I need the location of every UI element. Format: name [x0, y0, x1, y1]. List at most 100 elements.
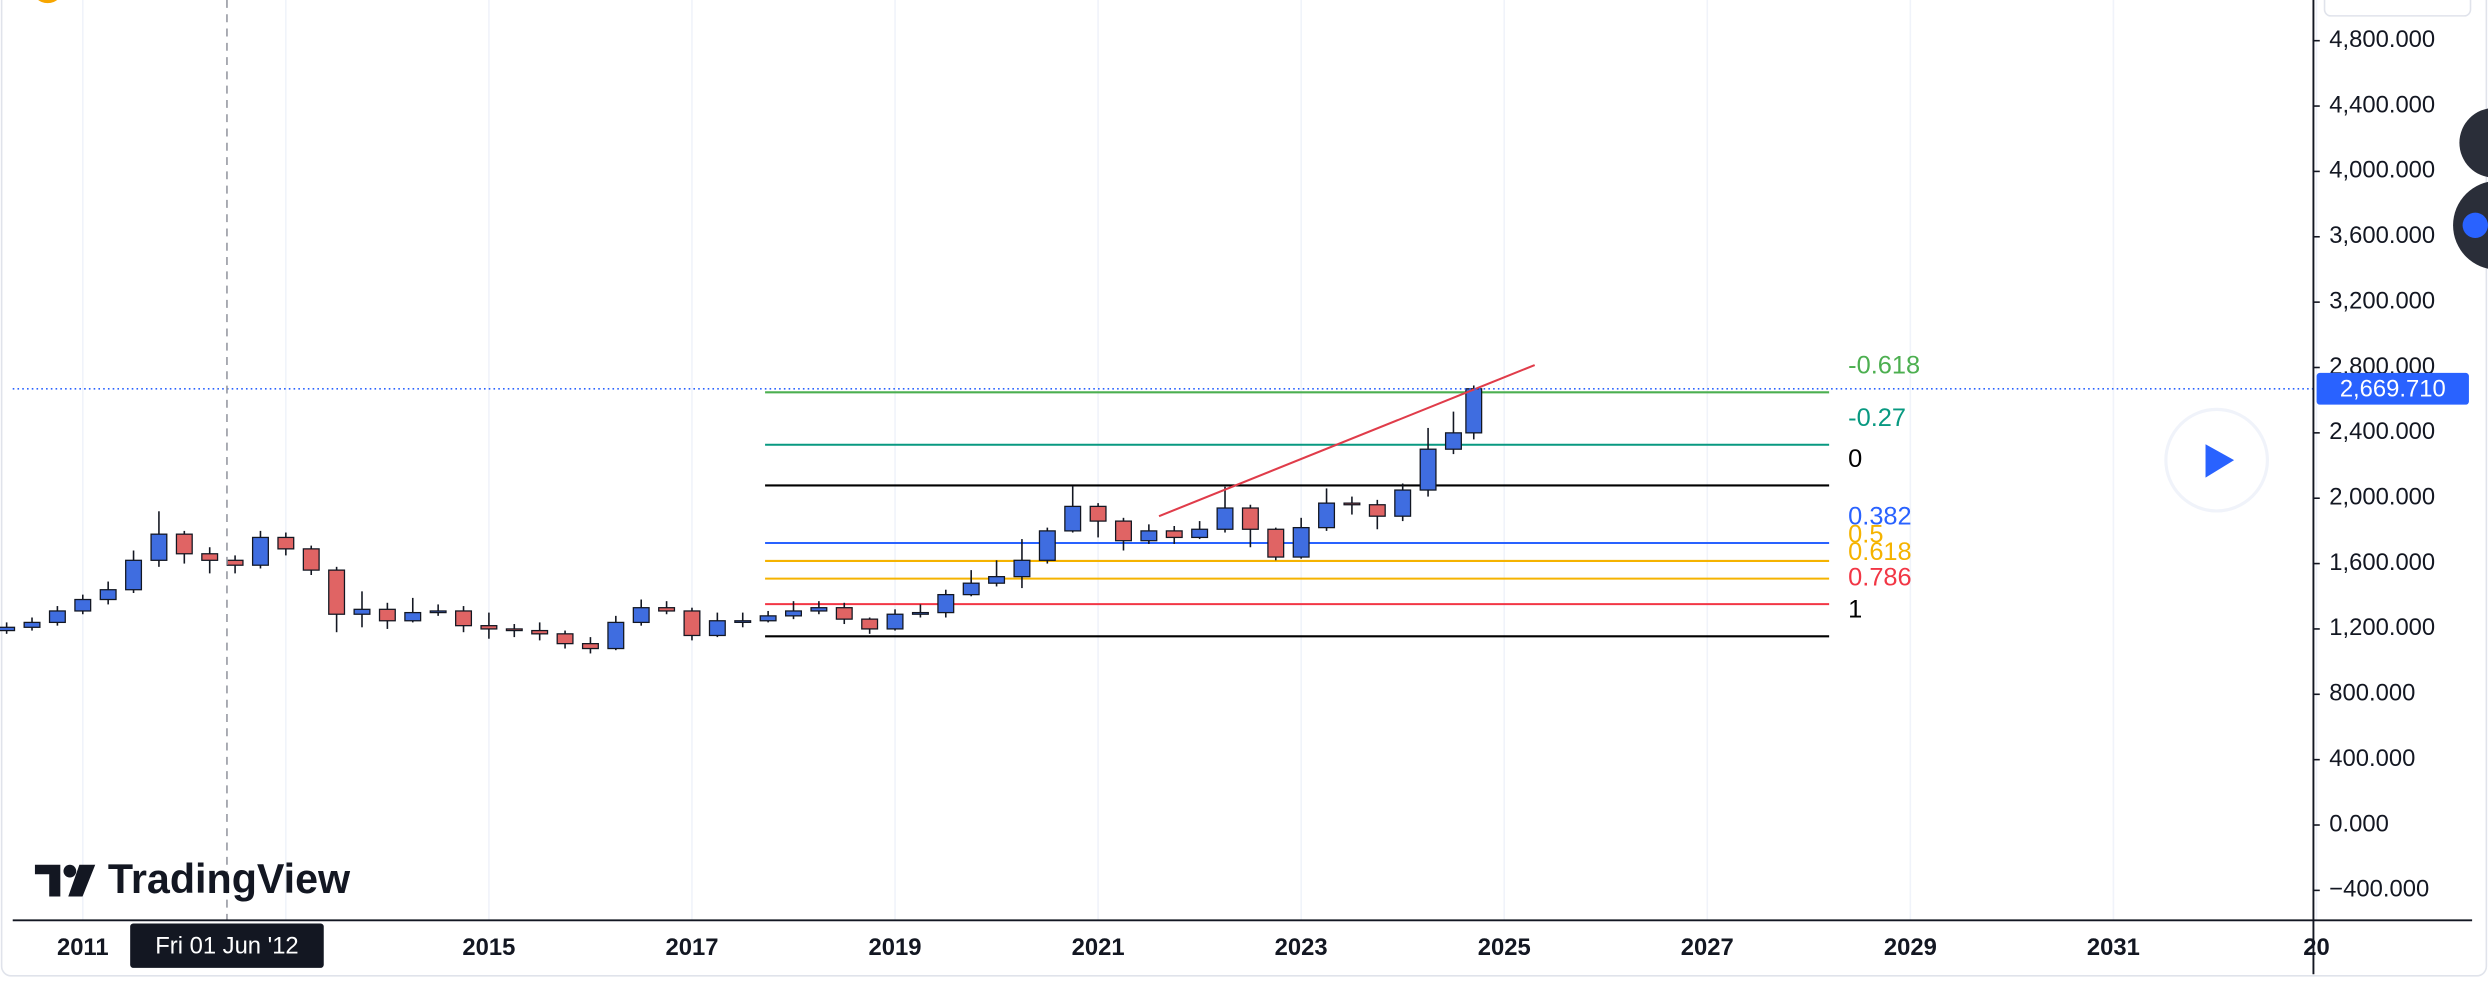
crosshair-label: Fri 01 Jun '12 [155, 933, 298, 960]
candle-body [708, 620, 726, 637]
symbol-icon [38, 0, 58, 4]
fib-level-label: 0.786 [1848, 563, 1912, 591]
candle-body [556, 633, 574, 645]
candle-body [1241, 507, 1259, 530]
candle-body [404, 611, 422, 622]
candle-body [1419, 448, 1437, 491]
candle-body [125, 559, 143, 591]
play-icon[interactable] [2205, 444, 2235, 478]
candle-body [1267, 528, 1285, 558]
candle-body [480, 625, 498, 630]
candle-body [48, 610, 66, 624]
candle-body [1465, 388, 1483, 434]
side-button-icon [2462, 212, 2488, 239]
y-tick-label: 4,800.000 [2329, 26, 2435, 53]
candle-body [302, 548, 320, 571]
candle-body [277, 536, 295, 550]
trend-line [1158, 364, 1536, 518]
candle-body [1114, 520, 1132, 542]
play-button[interactable] [2164, 407, 2270, 513]
side-button[interactable] [2459, 108, 2488, 178]
candle-body [455, 610, 473, 627]
fib-level-label: 0.618 [1848, 538, 1912, 566]
candle-body [1165, 530, 1183, 539]
crosshair-badge [130, 923, 324, 968]
candle-body [23, 621, 41, 628]
fib-level-label: -0.27 [1848, 404, 1906, 432]
x-tick-label: 2023 [1275, 934, 1328, 961]
x-tick-label: 2019 [869, 934, 922, 961]
candle-body [1343, 502, 1361, 506]
y-tick-label: 0.000 [2329, 810, 2389, 837]
x-tick-label: 2017 [665, 934, 718, 961]
x-tick-label: 2027 [1681, 934, 1734, 961]
candle-body [734, 620, 752, 623]
candle-body [1444, 432, 1462, 450]
x-tick-label: 2021 [1072, 934, 1125, 961]
candle-body [1140, 530, 1158, 542]
candle-body [0, 626, 16, 632]
x-tick-label: 2015 [462, 934, 515, 961]
candle-body [607, 621, 625, 650]
logo: TradingView [34, 856, 351, 902]
candle-body [353, 608, 371, 615]
candle-body [226, 559, 244, 566]
x-tick-label: 2031 [2087, 934, 2140, 961]
candle-body [74, 598, 92, 612]
last-price-badge [2316, 372, 2469, 405]
candle-body [201, 553, 219, 561]
candle-body [683, 610, 701, 637]
y-tick-label: 400.000 [2329, 745, 2415, 772]
candle-body [581, 643, 599, 650]
candle-body [810, 607, 828, 612]
y-tick-label: 3,200.000 [2329, 287, 2435, 314]
candle-body [886, 613, 904, 630]
candle-body [251, 536, 269, 566]
fib-level-label: -0.618 [1848, 352, 1920, 380]
candle-body [658, 607, 676, 612]
candle-body [328, 569, 346, 615]
candle-body [429, 610, 447, 614]
candle-body [1292, 526, 1310, 558]
y-tick-label: 3,600.000 [2329, 222, 2435, 249]
logo-mark [68, 864, 96, 897]
fib-level-label: 0 [1848, 445, 1862, 473]
candle-body [99, 589, 117, 601]
candle-body [175, 533, 193, 555]
fib-level-label: 1 [1848, 596, 1862, 624]
y-tick-label: 4,400.000 [2329, 91, 2435, 118]
y-tick-label: −400.000 [2329, 876, 2429, 903]
brand: TradingView [108, 856, 351, 902]
y-tick-label: 800.000 [2329, 680, 2415, 707]
logo-mark [63, 864, 77, 878]
candle-body [785, 610, 803, 617]
candle-body [835, 607, 853, 620]
candle-body [962, 582, 980, 596]
candle-body [378, 608, 396, 622]
last-price-label: 2,669.710 [2340, 376, 2446, 403]
x-tick-label: 2029 [1884, 934, 1937, 961]
fib-level-label: 0.382 [1848, 502, 1912, 530]
candle-body [759, 615, 777, 622]
logo-mark [34, 864, 61, 897]
candle-body [1368, 504, 1386, 517]
x-tick-label: 2025 [1478, 934, 1531, 961]
y-tick-label: 1,200.000 [2329, 614, 2435, 641]
candle-body [150, 533, 168, 561]
top-button[interactable] [2323, 0, 2472, 17]
y-tick-label: 2,000.000 [2329, 483, 2435, 510]
y-tick-label: 4,000.000 [2329, 157, 2435, 184]
y-tick-label: 2,400.000 [2329, 418, 2435, 445]
x-tick-label: 2011 [57, 934, 109, 961]
candle-body [1216, 507, 1234, 530]
candle-body [1013, 559, 1031, 578]
candle-body [1318, 502, 1336, 529]
candle-body [1064, 505, 1082, 532]
candle-body [632, 607, 650, 624]
candle-body [505, 628, 523, 632]
candle-body [937, 593, 955, 614]
candle-body [988, 576, 1006, 584]
